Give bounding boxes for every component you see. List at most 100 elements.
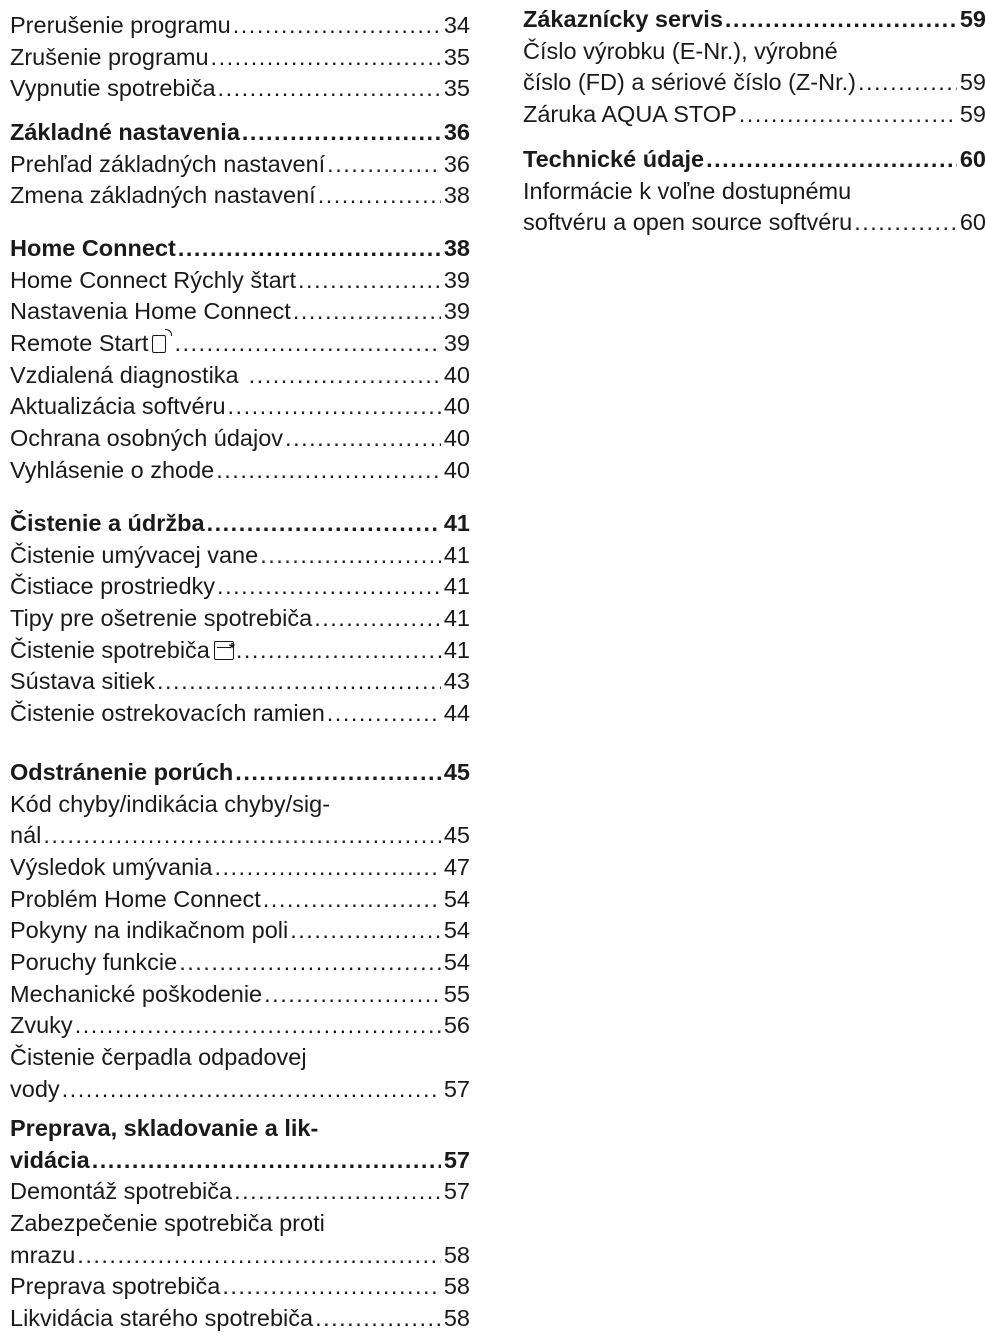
toc-entry[interactable]: nál 45 [10,820,470,852]
toc-entry[interactable]: Zmena základných nastavení 38 [10,180,470,212]
toc-entry[interactable]: Prehľad základných nastavení 36 [10,149,470,181]
toc-entry[interactable]: číslo (FD) a sériové číslo (Z-Nr.) 59 [523,67,986,99]
toc-leader [327,698,441,730]
toc-entry-title: Čistenie spotrebiča [10,633,235,667]
toc-entry[interactable]: Preprava spotrebiča 58 [10,1271,470,1303]
toc-leader [233,10,441,42]
toc-entry[interactable]: Tipy pre ošetrenie spotrebiča 41 [10,603,470,635]
toc-leader [207,508,441,540]
toc-leader [264,979,441,1011]
toc-entry[interactable]: Vzdialená diagnostika 40 [10,360,470,392]
toc-entry-title: Remote Start [10,328,173,360]
toc-entry[interactable]: Čistenie spotrebiča 41 [10,633,470,667]
toc-section-title: Čistenie a údržba [10,509,205,536]
toc-entry-page: 36 [443,150,470,177]
toc-entry[interactable]: vody 57 [10,1074,470,1106]
toc-leader [854,207,957,239]
toc-entry[interactable]: Zvuky 56 [10,1011,470,1043]
toc-entry-title: číslo (FD) a sériové číslo (Z-Nr.) [523,69,856,96]
toc-entry-title: Zrušenie programu [10,43,209,70]
toc-section-heading[interactable]: Home Connect 38 [10,233,470,265]
toc-entry-title: Home Connect Rýchly štart [10,266,297,293]
toc-section-line[interactable]: Preprava, skladovanie a lik- [10,1115,319,1141]
toc-leader [92,1145,441,1177]
toc-entry[interactable]: Zrušenie programu 35 [10,42,470,74]
toc-section-heading[interactable]: Základné nastavenia 36 [10,117,470,149]
toc-entry[interactable]: Výsledok umývania 47 [10,852,470,884]
toc-entry-page: 40 [443,361,470,388]
toc-section-title: vidácia [10,1146,90,1173]
toc-entry[interactable]: Demontáž spotrebiča 57 [10,1176,470,1208]
toc-entry-title: Prerušenie programu [10,11,231,38]
toc-entry[interactable]: Vyhlásenie o zhode 40 [10,455,470,487]
toc-entry[interactable]: Záruka AQUA STOP 59 [523,99,986,131]
toc-section-page: 36 [443,118,470,145]
toc-entry-title: Likvidácia starého spotrebiča [10,1305,314,1332]
toc-entry[interactable]: Ochrana osobných údajov 40 [10,423,470,455]
toc-entry[interactable]: Remote Start 39 [10,328,470,360]
toc-entry[interactable]: Problém Home Connect 54 [10,884,470,916]
toc-leader [249,360,441,392]
toc-section-title: Technické údaje [523,145,705,172]
toc-entry-title: Zvuky [10,1012,73,1039]
toc-entry-page: 44 [443,700,470,727]
toc-entry-page: 54 [443,949,470,976]
toc-entry[interactable]: Mechanické poškodenie 55 [10,979,470,1011]
toc-entry-page: 43 [443,668,470,695]
toc-entry[interactable]: Home Connect Rýchly štart 39 [10,265,470,297]
toc-entry-line[interactable]: Číslo výrobku (E-Nr.), výrobné [523,37,838,64]
toc-entry-title: mrazu [10,1241,76,1268]
toc-leader [62,1074,441,1106]
toc-entry[interactable]: mrazu 58 [10,1240,470,1272]
toc-leader [236,635,441,667]
toc-entry-title: Pokyny na indikačnom poli [10,917,289,944]
toc-entry-line[interactable]: Kód chyby/indikácia chyby/sig- [10,790,331,817]
toc-entry-page: 40 [443,425,470,452]
toc-leader [214,852,440,884]
toc-entry[interactable]: Čistiace prostriedky 41 [10,571,470,603]
toc-entry-title: Zmena základných nastavení [10,182,316,209]
toc-entry-title: Nastavenia Home Connect [10,298,291,325]
toc-entry[interactable]: Aktualizácia softvéru 40 [10,391,470,423]
toc-leader [211,42,441,74]
toc-entry[interactable]: Poruchy funkcie 54 [10,947,470,979]
toc-entry-page: 41 [443,605,470,632]
toc-entry-page: 58 [443,1241,470,1268]
toc-entry[interactable]: Prerušenie programu 34 [10,10,470,42]
toc-entry[interactable]: Likvidácia starého spotrebiča 58 [10,1303,470,1335]
toc-leader [739,99,957,131]
toc-section-heading[interactable]: Čistenie a údržba 41 [10,508,470,540]
toc-entry-title: Vyhlásenie o zhode [10,456,215,483]
toc-leader [706,144,957,176]
toc-entry-page: 47 [443,854,470,881]
toc-entry[interactable]: Nastavenia Home Connect 39 [10,296,470,328]
toc-entry-page: 41 [443,573,470,600]
toc-leader [217,571,441,603]
toc-section-heading[interactable]: Zákaznícky servis 59 [523,4,986,36]
toc-entry-title: Problém Home Connect [10,885,261,912]
toc-entry-line[interactable]: Čistenie čerpadla odpadovej [10,1044,307,1071]
toc-section-heading[interactable]: Technické údaje 60 [523,144,986,176]
toc-entry-text: Remote Start [10,330,149,357]
toc-entry-page: 59 [959,101,986,128]
toc-entry[interactable]: Čistenie umývacej vane 41 [10,540,470,572]
toc-section-heading[interactable]: Odstránenie porúch 45 [10,757,470,789]
toc-entry[interactable]: Sústava sitiek 43 [10,666,470,698]
toc-entry-page: 45 [443,822,470,849]
toc-leader [315,1303,441,1335]
toc-entry-page: 35 [443,75,470,102]
toc-entry-title: Poruchy funkcie [10,949,178,976]
toc-leader [290,915,441,947]
toc-entry-page: 41 [443,541,470,568]
toc-entry[interactable]: Vypnutie spotrebiča 35 [10,73,470,105]
toc-entry[interactable]: softvéru a open source softvéru 60 [523,207,986,239]
toc-section-heading[interactable]: vidácia 57 [10,1145,470,1177]
toc-entry[interactable]: Pokyny na indikačnom poli 54 [10,915,470,947]
toc-entry-line[interactable]: Zabezpečenie spotrebiča proti [10,1210,325,1237]
toc-leader [298,265,441,297]
toc-entry[interactable]: Čistenie ostrekovacích ramien 44 [10,698,470,730]
toc-entry-title: nál [10,822,42,849]
toc-leader [327,149,441,181]
toc-entry-line[interactable]: Informácie k voľne dostupnému [523,177,852,204]
toc-leader [222,1271,441,1303]
